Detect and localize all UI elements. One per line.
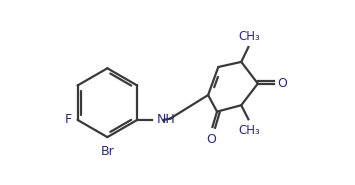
Text: CH₃: CH₃ xyxy=(239,30,260,43)
Text: NH: NH xyxy=(157,113,175,126)
Text: CH₃: CH₃ xyxy=(239,124,260,137)
Text: O: O xyxy=(278,77,287,90)
Text: F: F xyxy=(65,113,72,126)
Text: Br: Br xyxy=(100,145,114,158)
Text: O: O xyxy=(206,132,216,146)
